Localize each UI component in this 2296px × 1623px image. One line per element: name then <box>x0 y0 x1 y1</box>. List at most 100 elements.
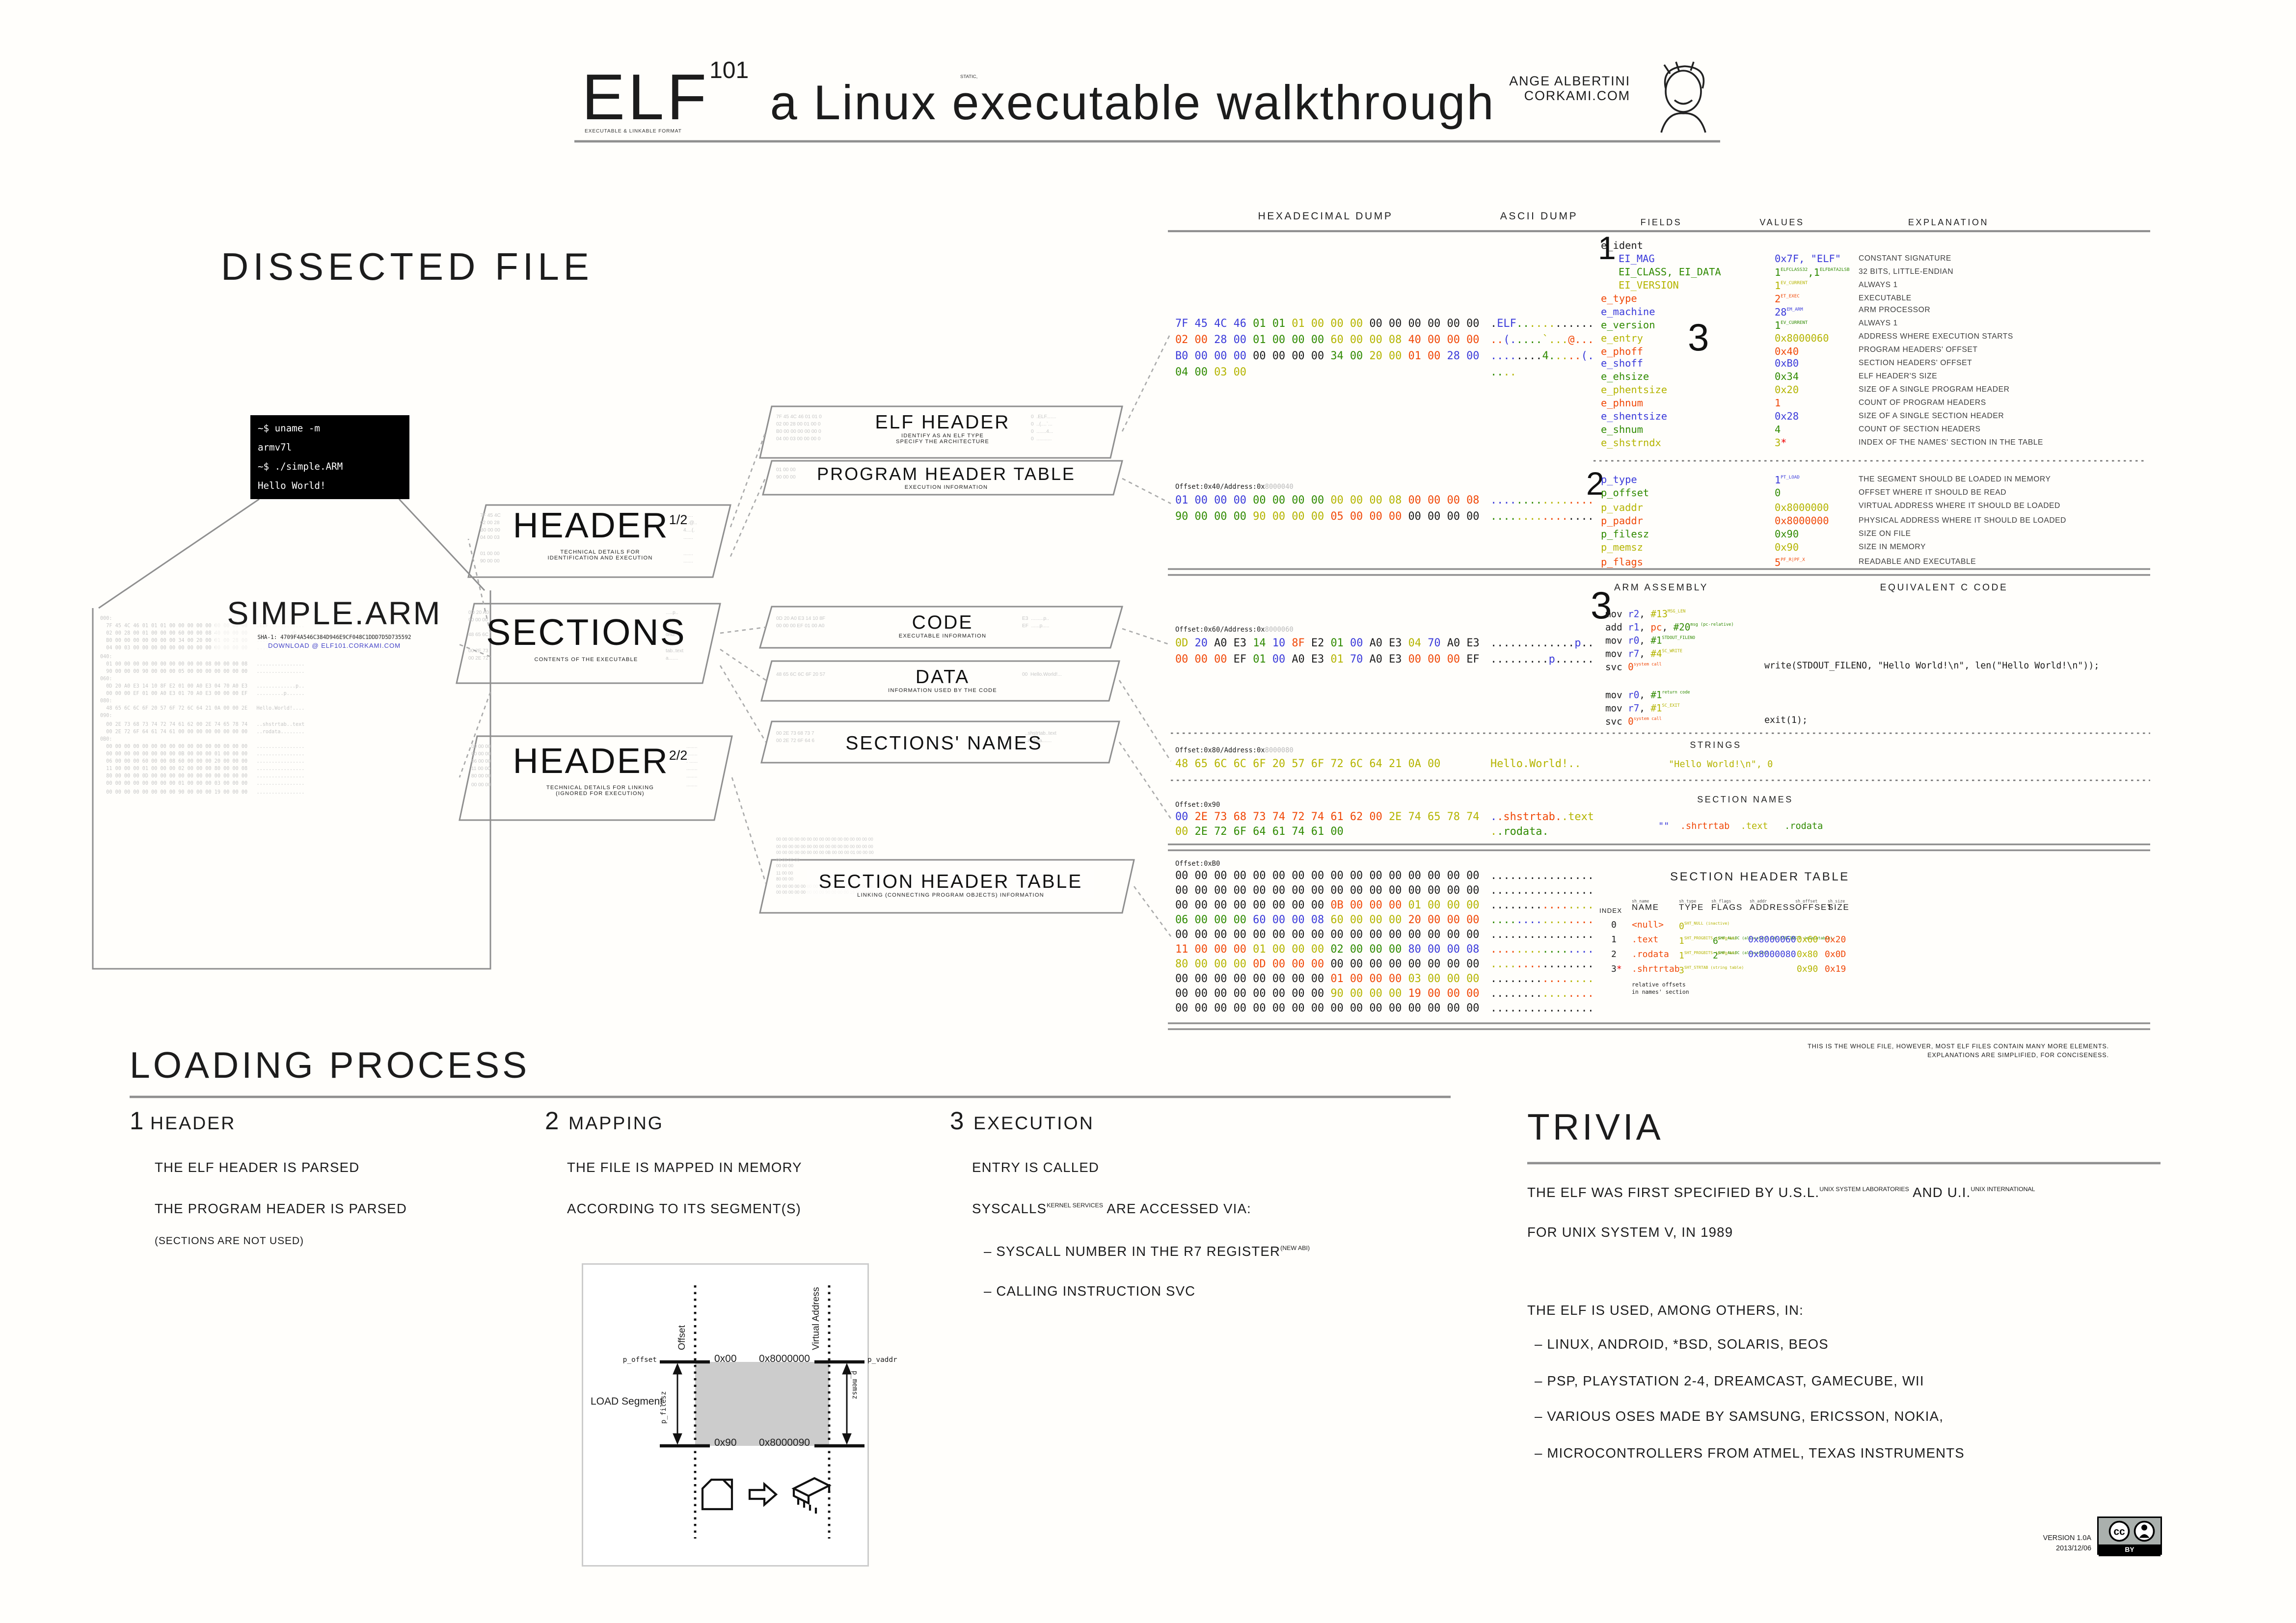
sht-row: .shrtrtab 3SHT_STRTAB (string table) 0x9… <box>1632 964 1846 976</box>
header12-sup: 1/2 <box>669 512 688 527</box>
asm-line: mov r7, #1SC_EXIT <box>1605 702 1680 715</box>
loading-step1-note: (SECTIONS ARE NOT USED) <box>155 1237 304 1247</box>
sht-index-column: 0 1 2 3* <box>1611 920 1622 979</box>
trivia-bullet: – PSP, PLAYSTATION 2-4, DREAMCAST, GAMEC… <box>1535 1373 1924 1388</box>
sht-row: .rodata 1SHT_PROGBITS (program) 2SHF_ALL… <box>1632 950 1846 961</box>
header12-ascii-right: ....... `...@.. 4....(. ....... ....... … <box>683 512 697 563</box>
hex-dump-header: HEXADECIMAL DUMP <box>1258 212 1393 222</box>
terminal-line: Hello World! <box>258 480 326 492</box>
loading-step3-line1: ENTRY IS CALLED <box>972 1160 1100 1175</box>
trivia-title: TRIVIA <box>1527 1107 1664 1148</box>
sht-col-type: sh_type TYPE <box>1679 898 1704 913</box>
terminal-line: ~$ uname -m <box>258 423 320 434</box>
version-date: 2013/12/06 <box>2055 1546 2091 1554</box>
loading-step3-number: 3 <box>950 1107 964 1135</box>
loading-step2-number: 2 <box>545 1107 559 1135</box>
data-hex-left: 48 65 6C 6C 6F 20 57 <box>776 671 826 677</box>
cc-by-label: BY <box>2099 1544 2161 1556</box>
pht-ascii-right: ......... ......... <box>1040 467 1053 480</box>
p-vaddr-label: p_vaddr <box>867 1357 897 1365</box>
title-elf-subtitle: EXECUTABLE & LINKABLE FORMAT <box>585 128 682 134</box>
code-hex-left: 0D 20 A0 E3 14 10 8F 00 00 00 EF 01 00 A… <box>776 615 826 629</box>
loading-step1-number: 1 <box>130 1107 144 1135</box>
vaddr-axis-label: Virtual Address <box>811 1287 822 1350</box>
loading-step1-title: HEADER <box>150 1113 236 1134</box>
strings-value: "Hello World!\n", 0 <box>1669 760 1773 770</box>
loading-step2-line2: ACCORDING TO ITS SEGMENT(S) <box>567 1201 802 1216</box>
version-block: VERSION 1.0A 2013/12/06 <box>1973 1534 2091 1555</box>
p-memsz-label: p_memsz <box>850 1371 857 1400</box>
trivia-bullet: – VARIOUS OSES MADE BY SAMSUNG, ERICSSON… <box>1535 1409 1944 1424</box>
code-ascii-right: E3 .........p.. EF ......p..... <box>1022 615 1050 629</box>
sht-col-address: sh_addr ADDRESS <box>1750 898 1796 913</box>
fields-header: FIELDS <box>1640 219 1682 228</box>
explanation-header: EXPLANATION <box>1908 219 1989 228</box>
terminal-line: armv7l <box>258 442 292 453</box>
sht-offset-label: Offset:0xB0 <box>1175 861 1220 869</box>
pht-hex-left: 01 00 00 90 00 00 <box>776 467 796 480</box>
asm-line: svc 0system call <box>1605 716 1662 728</box>
offset-top-value: 0x00 <box>714 1355 737 1365</box>
cc-icon: cc <box>2108 1520 2155 1542</box>
ascii-dump-header: ASCII DUMP <box>1500 212 1578 222</box>
banner-elf-header: ELF HEADER IDENTIFY AS AN ELF TYPE SPECI… <box>825 411 1060 445</box>
svg-text:cc: cc <box>2113 1526 2125 1538</box>
sht-note: relative offsets in names' section <box>1632 981 1689 996</box>
names-ascii-right: ..shstrtab..text ..rodata....... <box>1025 730 1056 744</box>
terminal-window: ~$ uname -m armv7l ~$ ./simple.ARM Hello… <box>250 415 409 499</box>
asm-line: mov r2, #13MSG_LEN <box>1605 608 1686 620</box>
data-ascii-right: 00 Hello.World!... <box>1022 671 1062 677</box>
header22-ascii-right: ........ ........ .`...... ........ ....… <box>686 744 698 787</box>
data-sub1: INFORMATION USED BY THE CODE <box>888 688 997 693</box>
loading-step3-bullet2: – CALLING INSTRUCTION SVC <box>984 1284 1196 1299</box>
file-sha1: SHA-1: 4709F4A546C384D946E9CF048C1DDD7D5… <box>257 635 411 640</box>
banner-code: CODE EXECUTABLE INFORMATION <box>825 611 1060 639</box>
cc-license-badge: cc BY <box>2097 1517 2162 1556</box>
loading-step3-line2: SYSCALLSKERNEL SERVICES ARE ACCESSED VIA… <box>972 1201 1251 1217</box>
sht-banner-sub1: LINKING (CONNECTING PROGRAM OBJECTS) INF… <box>857 892 1044 898</box>
step3-marker-asm: 3 <box>1591 583 1612 627</box>
asm-line: mov r0, #1STDOUT_FILENO <box>1605 635 1696 647</box>
sht-index-value: 1 <box>1611 935 1617 945</box>
trivia-bullet: – MICROCONTROLLERS FROM ATMEL, TEXAS INS… <box>1535 1445 1965 1460</box>
pht-sub1: EXECUTION INFORMATION <box>904 484 988 490</box>
banner-sht: SECTION HEADER TABLE LINKING (CONNECTING… <box>807 870 1094 898</box>
vaddr-bottom-value: 0x8000090 <box>759 1438 810 1449</box>
dissected-file-title: DISSECTED FILE <box>221 244 594 289</box>
title-rest: a Linux executable walkthrough <box>770 75 1495 130</box>
elfheader-ascii-right: 0 .ELF....... 0 ..(....`... 0 .......4..… <box>1031 414 1056 442</box>
title-static-note: STATIC, <box>960 74 978 80</box>
strings-header: STRINGS <box>1690 742 1742 751</box>
sht-title: SECTION HEADER TABLE <box>1670 870 1850 883</box>
sht-row: .text 1SHT_PROGBITS (program) 6SHF_ALLOC… <box>1632 935 1846 947</box>
load-segment-label: LOAD Segment <box>591 1397 663 1408</box>
sht-banner-title: SECTION HEADER TABLE <box>818 870 1083 892</box>
version-label: VERSION 1.0A <box>2043 1536 2091 1543</box>
sht-col-offset: sh_offset OFFSET <box>1795 898 1834 913</box>
trivia-bullet: – LINUX, ANDROID, *BSD, SOLARIS, BEOS <box>1535 1337 1829 1352</box>
author-portrait <box>1660 61 1706 133</box>
sht-col-size: sh_size SIZE <box>1828 898 1850 913</box>
data-title: DATA <box>915 665 970 688</box>
title-elf: ELF <box>582 62 710 134</box>
page-title: ELF101 a Linux executable walkthrough <box>582 59 1495 135</box>
offset-axis-label: Offset <box>677 1325 688 1350</box>
loading-step1-line2: THE PROGRAM HEADER IS PARSED <box>155 1201 407 1216</box>
p-offset-label: p_offset <box>622 1357 657 1365</box>
banner-sections-names: SECTIONS' NAMES <box>819 732 1069 754</box>
author-site[interactable]: CORKAMI.COM <box>1524 88 1630 103</box>
header12-sub2: IDENTIFICATION AND EXECUTION <box>547 555 653 561</box>
trivia-line1: THE ELF WAS FIRST SPECIFIED BY U.S.L.UNI… <box>1527 1185 2035 1200</box>
ph-offset-label: Offset:0x40/Address:0x8000040 <box>1175 484 1294 492</box>
trivia-line2: FOR UNIX SYSTEM V, IN 1989 <box>1527 1225 1733 1240</box>
step3-marker-fields: 3 <box>1688 315 1709 359</box>
sections-title: SECTIONS <box>486 612 686 654</box>
header22-sup: 2/2 <box>669 748 688 763</box>
banner-pht: PROGRAM HEADER TABLE EXECUTION INFORMATI… <box>810 464 1082 490</box>
sections-hex-left: 0D 20 A0 00 00 00 48 65 6C 00 2E 73 00 2… <box>468 610 489 661</box>
download-link[interactable]: DOWNLOAD @ ELF101.CORKAMI.COM <box>268 642 401 649</box>
code-sub1: EXECUTABLE INFORMATION <box>898 633 987 639</box>
arm-block-write: mov r2, #13MSG_LEN add r1, pc, #20msg (pc… <box>1605 608 1734 675</box>
trivia-bullets: – LINUX, ANDROID, *BSD, SOLARIS, BEOS – P… <box>1535 1337 1965 1481</box>
names-offset-label: Offset:0x90 <box>1175 802 1220 810</box>
